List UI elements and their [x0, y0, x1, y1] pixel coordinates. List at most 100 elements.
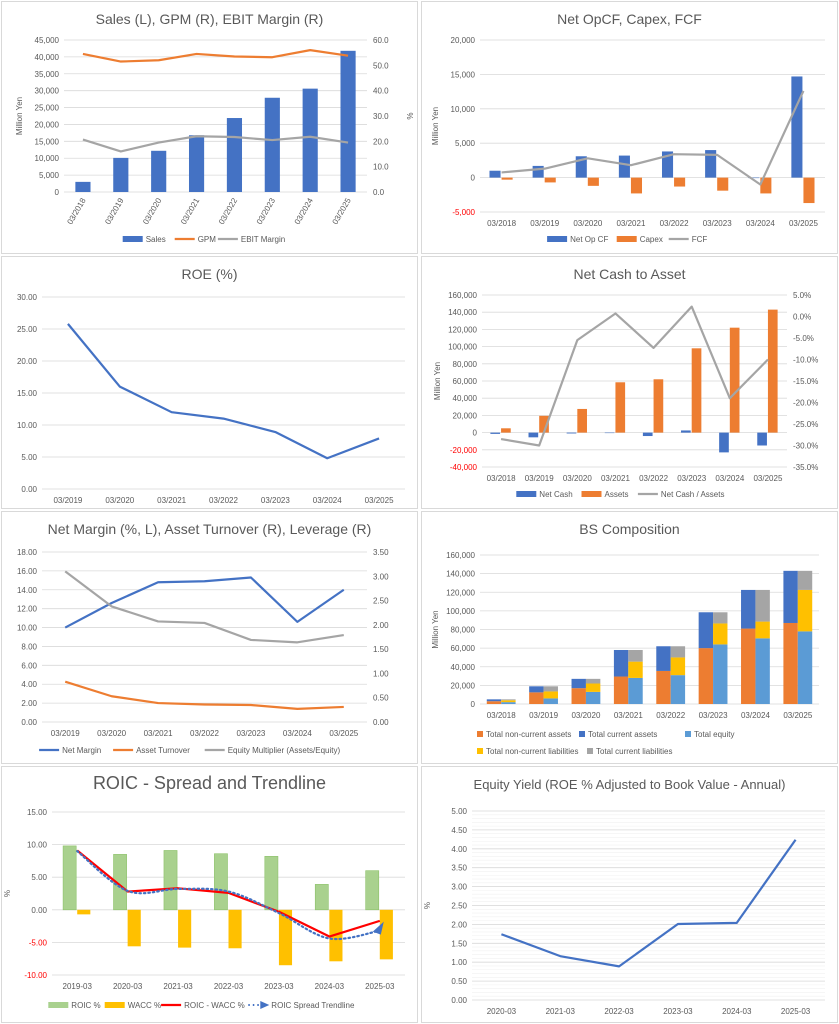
y-tick-label: 100,000: [446, 607, 475, 616]
y-tick-label: 5.00: [31, 873, 47, 882]
line-gpm: [82, 49, 349, 63]
x-tick-label: 2025-03: [365, 982, 395, 991]
bar-total-non-current-assets: [571, 688, 586, 704]
bar-total-non-current-liabilities: [713, 623, 728, 645]
y2-tick-label: 40.0: [373, 87, 389, 96]
legend-item: Assets: [581, 490, 629, 499]
bar-total-non-current-liabilities: [670, 657, 686, 676]
y-tick-label: 0: [473, 429, 478, 438]
legend-swatch: [587, 748, 593, 754]
x-tick-label: 2024-03: [315, 982, 345, 991]
x-tick-label: 03/2022: [639, 474, 668, 483]
bar-wacc-: [127, 909, 141, 947]
x-tick-label: 03/2025: [789, 219, 818, 228]
bar-net-cash: [490, 432, 501, 434]
y-tick-label: 140,000: [446, 570, 475, 579]
bar-total-current-assets: [486, 699, 502, 702]
line-net-margin: [64, 576, 345, 629]
y2-tick-label: -30.0%: [793, 442, 818, 451]
y-tick-label: 80,000: [451, 626, 476, 635]
y-tick-label: 0: [471, 700, 476, 709]
y-tick-label: 6.00: [21, 661, 37, 670]
chart-title: ROE (%): [182, 266, 238, 282]
y-tick-label: 0.50: [451, 977, 467, 986]
legend-swatch: [477, 748, 483, 754]
legend-label: Sales: [146, 235, 166, 244]
legend-label: Net Op CF: [570, 235, 608, 244]
y-tick-label: -10.00: [24, 971, 47, 980]
roic-svg: ROIC - Spread and Trendline -10.00 -5.00 0.…: [3, 773, 405, 1010]
x-tick-label: 03/2023: [699, 711, 728, 720]
bar-total-non-current-liabilities: [628, 661, 643, 678]
bar-assets: [729, 327, 740, 433]
x-tick-label: 03/2021: [144, 729, 173, 738]
y-tick-label: 10,000: [451, 105, 476, 114]
bar-net-cash: [719, 432, 729, 453]
y-tick-label: 120,000: [446, 588, 475, 597]
bar-net-op-cf: [661, 151, 674, 178]
chart-title: Sales (L), GPM (R), EBIT Margin (R): [96, 11, 324, 27]
x-tick-label: 2023-03: [264, 982, 294, 991]
x-tick-label: 03/2019: [53, 496, 82, 505]
x-tick-label: 03/2022: [209, 496, 238, 505]
equity-yield-chart: Equity Yield (ROE % Adjusted to Book Val…: [421, 766, 838, 1023]
y2-tick-label: 60.0: [373, 36, 389, 45]
y2-axis-label: %: [405, 112, 414, 119]
y-axis-label: Million Yen: [431, 610, 440, 648]
bar-total-current-assets: [529, 686, 544, 693]
sales-svg: Sales (L), GPM (R), EBIT Margin (R) 0 5,00…: [15, 11, 414, 244]
legend-label: FCF: [692, 235, 708, 244]
y2-tick-label: 0.00: [373, 718, 389, 727]
legend-swatch: [685, 731, 691, 737]
x-tick-label: 03/2024: [313, 496, 342, 505]
x-tick-label: 03/2019: [51, 729, 80, 738]
bar-net-op-cf: [748, 177, 760, 179]
bar-net-cash: [642, 432, 653, 437]
bs-svg: BS Composition 0 20,000 40,000 60,000 80,000 1…: [431, 521, 819, 756]
bar-sales: [340, 50, 356, 193]
bar-net-op-cf: [618, 155, 630, 178]
legend-label: Total equity: [694, 730, 734, 739]
bar-capex: [544, 177, 556, 183]
x-tick-label: 03/2020: [571, 711, 600, 720]
y-tick-label: 2.50: [451, 902, 467, 911]
bar-roic-: [214, 853, 228, 911]
opcf-capex-fcf-chart: Net OpCF, Capex, FCF -5,000 0 5,000 10,000 15…: [421, 1, 838, 254]
bar-capex: [760, 177, 772, 194]
x-tick-label: 2023-03: [663, 1007, 693, 1016]
y2-tick-label: 3.50: [373, 548, 389, 557]
x-tick-label: 03/2021: [614, 711, 643, 720]
y-tick-label: 25.00: [17, 325, 38, 334]
y2-tick-label: -20.0%: [793, 399, 818, 408]
y-axis-label: Million Yen: [15, 97, 24, 135]
chart-title: Net Margin (%, L), Asset Turnover (R), L…: [48, 521, 372, 537]
y-tick-label: 4.00: [21, 680, 37, 689]
x-tick-label: 2021-03: [163, 982, 193, 991]
bar-wacc-: [379, 909, 393, 960]
legend-label: ROIC - WACC %: [184, 1001, 245, 1010]
y-tick-label: 20,000: [35, 120, 60, 129]
x-tick-label: 03/2020: [563, 474, 592, 483]
y-tick-label: 100,000: [448, 343, 477, 352]
trendline-arrow: [372, 921, 384, 935]
chart-title: Equity Yield (ROE % Adjusted to Book Val…: [474, 777, 786, 792]
y-tick-label: 10.00: [27, 841, 48, 850]
x-tick-label: 03/2020: [141, 196, 164, 226]
y2-tick-label: 10.0: [373, 163, 389, 172]
y-tick-label: 120,000: [448, 325, 477, 334]
bar-total-non-current-liabilities: [755, 621, 770, 639]
y-tick-label: 2.00: [451, 920, 467, 929]
bar-total-current-assets: [656, 646, 671, 671]
x-tick-label: 03/2022: [660, 219, 689, 228]
bar-wacc-: [228, 909, 242, 949]
x-tick-label: 03/2022: [217, 196, 240, 226]
x-tick-label: 03/2021: [157, 496, 186, 505]
dupont-svg: Net Margin (%, L), Asset Turnover (R), L…: [17, 521, 389, 755]
line-asset-turnover: [64, 680, 344, 710]
bar-total-non-current-assets: [486, 701, 502, 704]
bar-sales: [188, 135, 205, 192]
y2-tick-label: -10.0%: [793, 356, 818, 365]
x-tick-label: 03/2020: [105, 496, 134, 505]
y-tick-label: 30,000: [35, 87, 60, 96]
bar-total-non-current-assets: [613, 676, 629, 704]
